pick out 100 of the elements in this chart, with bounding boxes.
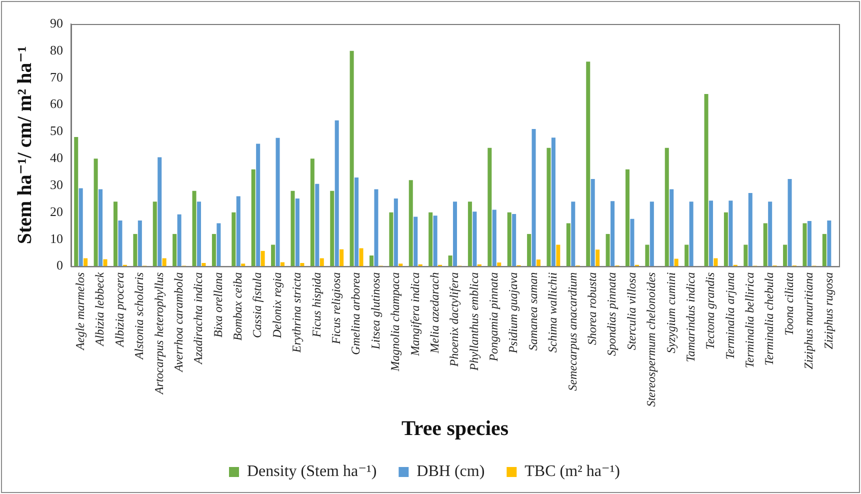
bar xyxy=(448,256,452,266)
bar xyxy=(497,262,502,266)
bar xyxy=(590,179,595,266)
x-tick-label: Gmelina arborea xyxy=(348,272,363,355)
x-tick-label: Cassia fistula xyxy=(250,272,264,338)
bar xyxy=(610,201,615,266)
x-axis-title: Tree species xyxy=(401,416,509,440)
bar xyxy=(827,220,832,266)
legend-label: TBC (m² ha⁻¹) xyxy=(524,463,620,480)
bar xyxy=(177,214,182,266)
x-tick-label: Samanea saman xyxy=(526,272,540,351)
bar xyxy=(290,190,295,266)
bar xyxy=(74,137,78,266)
bar xyxy=(260,250,265,266)
x-tick-label: Phoenix dactylifera xyxy=(447,272,462,368)
x-tick-label: Pongamia pinnata xyxy=(486,272,501,362)
x-tick-label: Terminalia chebula xyxy=(762,272,776,366)
x-tick-label: Ficus religiosa xyxy=(329,272,343,346)
bar xyxy=(374,189,378,266)
y-tick-label: 80 xyxy=(50,42,63,58)
y-tick-label: 0 xyxy=(56,258,63,273)
bar xyxy=(571,202,576,266)
bar xyxy=(768,202,772,266)
bar xyxy=(300,263,304,266)
bar xyxy=(551,138,556,266)
x-tick-label: Bombax ceiba xyxy=(230,272,245,341)
bar xyxy=(133,234,138,266)
bar xyxy=(158,157,162,266)
x-tick-label: Semecarpus anacardium xyxy=(565,272,580,391)
bar xyxy=(664,148,669,266)
bar xyxy=(251,169,256,266)
bar xyxy=(468,202,472,266)
bar xyxy=(118,220,122,266)
x-tick-label: Albizia procera xyxy=(112,272,126,348)
y-tick-label: 40 xyxy=(50,150,63,166)
legend-label: DBH (cm) xyxy=(416,463,485,480)
y-tick-label: 10 xyxy=(50,230,63,246)
bar xyxy=(606,234,610,266)
bar xyxy=(507,212,512,266)
bar xyxy=(689,202,694,266)
bar xyxy=(807,221,812,266)
y-tick-label: 60 xyxy=(50,96,63,112)
bar xyxy=(138,220,142,266)
y-tick-label: 70 xyxy=(50,69,63,84)
bar xyxy=(350,50,354,266)
bar xyxy=(708,200,714,266)
bar xyxy=(744,244,748,266)
x-tick-label: Toona ciliata xyxy=(782,272,796,336)
bar xyxy=(94,158,98,266)
x-tick-label: Magnolia champaca xyxy=(388,272,402,372)
x-tick-label: Ziziphus mauritiana xyxy=(802,272,816,370)
bar xyxy=(389,212,394,266)
bar xyxy=(398,264,403,266)
bar xyxy=(276,138,280,266)
bar xyxy=(452,202,458,266)
bar xyxy=(78,188,83,266)
bar xyxy=(414,216,418,266)
bar xyxy=(334,120,339,266)
bar xyxy=(556,244,560,266)
bar xyxy=(586,62,590,266)
x-tick-label: Psidium guajava xyxy=(506,272,520,354)
bar xyxy=(212,234,216,266)
bar xyxy=(280,262,285,266)
bar xyxy=(488,148,492,266)
bar xyxy=(113,202,118,266)
bar xyxy=(428,212,433,266)
y-tick-label: 50 xyxy=(50,123,63,138)
bar xyxy=(433,216,438,266)
x-tick-label: Syzygium cumini xyxy=(664,272,678,354)
bar xyxy=(596,250,600,266)
y-axis-title: Stem ha⁻¹/ cm/ m² ha⁻¹ xyxy=(14,46,36,244)
bar xyxy=(625,169,630,266)
bar xyxy=(315,184,320,266)
bar xyxy=(232,212,236,266)
bar xyxy=(724,212,728,266)
x-tick-label: Terminalia arjuna xyxy=(722,272,737,360)
bar xyxy=(472,212,477,266)
x-tick-label: Melia azedarach xyxy=(427,272,442,354)
x-tick-label: Artocarpus heterophyllus xyxy=(152,272,166,396)
x-tick-label: Erythrina stricta xyxy=(290,272,304,354)
bar xyxy=(704,94,708,266)
bar xyxy=(645,244,650,266)
bar xyxy=(241,264,246,266)
bar xyxy=(192,190,196,266)
x-tick-label: Averrhoa carambola xyxy=(171,272,186,373)
x-tick-label: Alstonia scholaris xyxy=(132,272,146,360)
bar xyxy=(84,258,88,266)
x-tick-label: Phyllanthus emblica xyxy=(466,272,481,372)
bar xyxy=(172,234,177,266)
bar xyxy=(408,180,413,266)
bar xyxy=(546,148,551,266)
x-tick-label: Albizia lebbeck xyxy=(92,272,107,347)
bar xyxy=(152,202,157,266)
legend-label: Density (Stem ha⁻¹) xyxy=(246,463,377,480)
bar xyxy=(320,258,324,266)
bar xyxy=(216,223,221,266)
x-tick-label: Delonix regia xyxy=(270,272,284,340)
x-tick-label: Shorea robusta xyxy=(585,272,599,346)
x-tick-label: Terminalia bellirica xyxy=(742,272,757,368)
x-tick-label: Azadirachta indica xyxy=(191,272,206,365)
